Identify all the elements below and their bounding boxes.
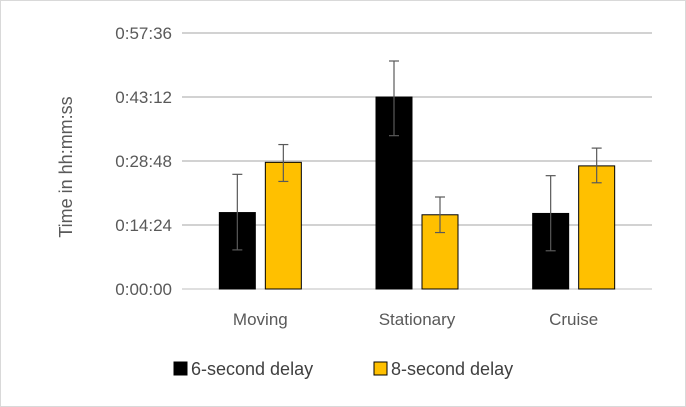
y-tick-label: 0:43:12: [115, 88, 172, 107]
gridlines: [182, 32, 652, 290]
x-tick-label: Cruise: [549, 310, 598, 329]
y-tick-labels: 0:00:00 0:14:24 0:28:48 0:43:12 0:57:36: [115, 24, 172, 299]
x-tick-labels: Moving Stationary Cruise: [233, 310, 598, 329]
y-tick-label: 0:28:48: [115, 152, 172, 171]
bar-8-second-delay-cruise: [578, 165, 616, 290]
legend-label: 6-second delay: [191, 359, 313, 379]
legend-swatch: [173, 361, 188, 376]
error-bars: [232, 60, 602, 252]
y-tick-label: 0:00:00: [115, 280, 172, 299]
y-tick-label: 0:57:36: [115, 24, 172, 43]
y-tick-label: 0:14:24: [115, 216, 172, 235]
legend-label: 8-second delay: [391, 359, 513, 379]
x-tick-label: Moving: [233, 310, 288, 329]
legend: 6-second delay 8-second delay: [173, 359, 513, 379]
x-tick-label: Stationary: [379, 310, 456, 329]
bars: [218, 96, 616, 290]
legend-swatch: [373, 361, 388, 376]
bar-6-second-delay-moving: [218, 212, 256, 290]
y-axis-title: Time in hh:mm:ss: [56, 96, 76, 237]
